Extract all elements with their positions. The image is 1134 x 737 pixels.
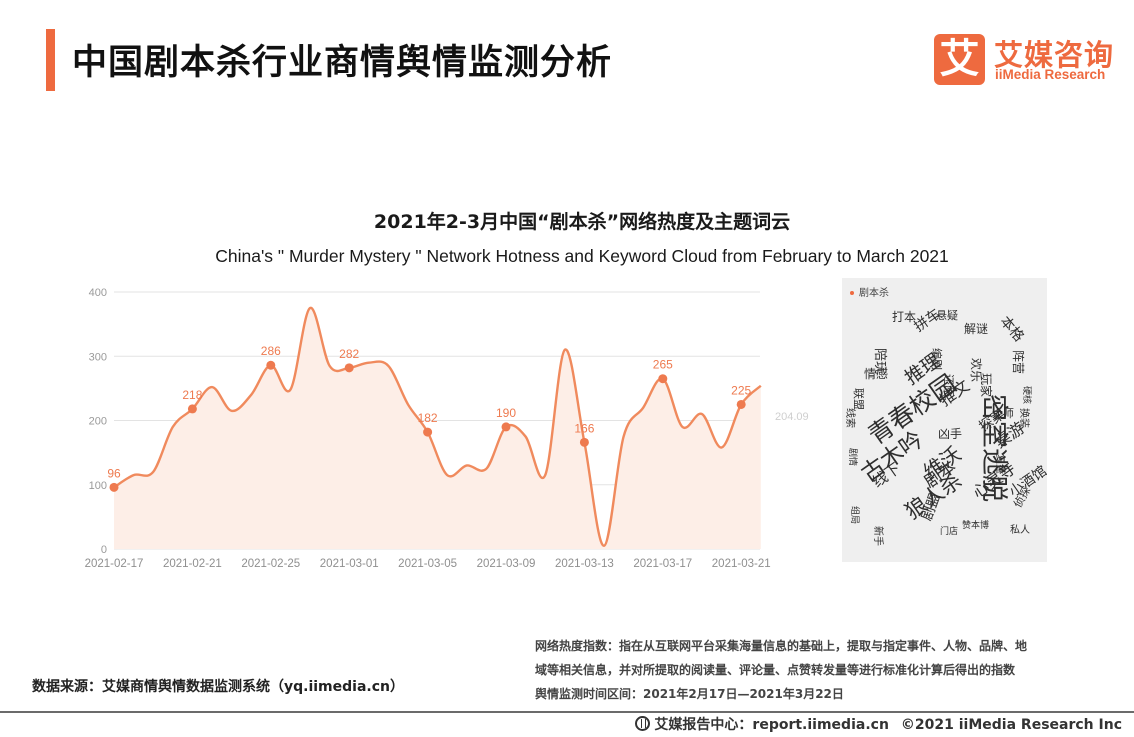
cloud-word: 联盟 <box>852 388 865 410</box>
cloud-legend-label: 剧本杀 <box>859 288 889 299</box>
report-center-link[interactable]: 艾媒报告中心：report.iimedia.cn <box>654 717 889 733</box>
x-tick-label: 2021-02-17 <box>85 558 144 570</box>
data-label: 286 <box>261 344 281 358</box>
cloud-word: 还原 <box>942 374 955 396</box>
title-accent-bar <box>46 29 55 91</box>
data-source: 数据来源：艾媒商情舆情数据监测系统（yq.iimedia.cn） <box>32 679 404 695</box>
data-point <box>344 363 354 373</box>
x-tick-label: 2021-03-09 <box>477 558 536 570</box>
cloud-legend: 剧本杀 <box>850 284 889 299</box>
data-label: 96 <box>107 466 121 480</box>
cloud-word: 凶手 <box>938 427 963 441</box>
data-point <box>658 374 668 384</box>
x-tick-label: 2021-02-25 <box>241 558 300 570</box>
series-line <box>113 306 762 547</box>
x-tick-label: 2021-03-05 <box>398 558 457 570</box>
footer-divider <box>0 711 1134 713</box>
data-label: 218 <box>182 388 202 402</box>
data-label: 166 <box>574 421 594 435</box>
cloud-word: 打本 <box>892 310 917 324</box>
data-label: 225 <box>731 383 751 397</box>
cloud-word: 新手 <box>872 526 883 546</box>
series-area <box>114 307 761 549</box>
data-label: 182 <box>418 411 438 425</box>
data-point <box>187 404 197 414</box>
data-point <box>109 482 119 492</box>
chart-title: 2021年2-3月中国“剧本杀”网络热度及主题词云 <box>373 211 791 233</box>
chart-subtitle: China's " Murder Mystery " Network Hotne… <box>215 246 949 266</box>
cloud-word: 大师 <box>992 407 1014 420</box>
note-line-2: 域等相关信息，并对所提取的阅读量、评论量、点赞转发量等进行标准化计算后得出的指数 <box>535 663 1016 677</box>
end-value-label: 204.09 <box>775 411 809 423</box>
y-tick-label: 200 <box>89 416 107 428</box>
report-center-icon <box>635 716 651 731</box>
cloud-word: 情感 <box>864 367 889 381</box>
cloud-word: 复盘 <box>994 454 1005 474</box>
footer: 艾媒报告中心：report.iimedia.cn ©2021 iiMedia Re… <box>635 714 1122 734</box>
note-line-1: 网络热度指数：指在从互联网平台采集海量信息的基础上，提取与指定事件、人物、品牌、… <box>535 639 1028 653</box>
x-tick-label: 2021-03-13 <box>555 558 614 570</box>
cloud-word: 欢乐 <box>969 358 983 383</box>
data-label: 265 <box>653 358 673 372</box>
copyright: ©2021 iiMedia Research Inc <box>900 717 1122 733</box>
y-tick-label: 400 <box>89 287 107 299</box>
data-point <box>423 427 433 437</box>
legend-dot-icon <box>850 291 854 295</box>
cloud-word: 私人 <box>1010 525 1030 536</box>
x-tick-label: 2021-03-01 <box>320 558 379 570</box>
x-tick-label: 2021-02-21 <box>163 558 222 570</box>
y-tick-label: 300 <box>89 351 107 363</box>
cloud-word: 悬疑 <box>936 309 958 322</box>
cloud-word: 本格 <box>996 313 1027 346</box>
cloud-word: 赞本博 <box>962 521 990 531</box>
data-point <box>736 399 746 409</box>
cloud-word: 阵营 <box>1011 350 1025 375</box>
x-tick-label: 2021-03-21 <box>712 558 771 570</box>
cloud-word: 剧情 <box>847 448 857 467</box>
page-title: 中国剧本杀行业商情舆情监测分析 <box>72 43 613 83</box>
note-line-3: 舆情监测时间区间：2021年2月17日—2021年3月22日 <box>535 687 844 701</box>
cloud-word: 硬核 <box>1021 386 1031 405</box>
logo-en-name: iiMedia Research <box>995 67 1106 82</box>
cloud-word: 线索 <box>844 408 855 428</box>
cloud-word: 解谜 <box>964 322 989 336</box>
line-chart: 0 100 200 300 400 2021-02-17 2021-02-21 2021-02… <box>85 287 809 570</box>
brand-logo: 艾 艾媒咨询 iiMedia Research <box>934 34 1124 90</box>
y-tick-label: 100 <box>89 480 107 492</box>
cloud-word: 组局 <box>849 506 859 525</box>
cloud-word: 换装 <box>1018 408 1029 428</box>
logo-mark-icon: 艾 <box>934 34 985 85</box>
cloud-word: 编剧 <box>930 348 943 370</box>
data-point <box>501 422 511 432</box>
data-point <box>579 437 589 447</box>
logo-cn-name: 艾媒咨询 <box>994 38 1115 72</box>
word-cloud-panel: 剧本杀 密室逃脱 青春校园 古木吟 狼人杀 维沃 推理 推文 桌游 探案 剧本 线下 心灵寺 小酒馆 拼车… <box>842 278 1047 562</box>
x-tick-label: 2021-03-17 <box>633 558 692 570</box>
data-label: 190 <box>496 406 516 420</box>
data-point <box>266 360 276 370</box>
cloud-word: 门店 <box>940 527 959 537</box>
data-label: 282 <box>339 347 359 361</box>
y-tick-label: 0 <box>101 544 107 556</box>
